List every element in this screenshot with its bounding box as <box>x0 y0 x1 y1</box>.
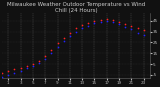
Point <box>87 25 90 27</box>
Point <box>142 34 145 35</box>
Point <box>75 28 77 29</box>
Point <box>118 23 120 25</box>
Point <box>99 19 102 20</box>
Point <box>50 49 53 51</box>
Point <box>105 20 108 21</box>
Point <box>25 66 28 67</box>
Point <box>124 23 127 25</box>
Point <box>93 20 96 21</box>
Point <box>68 35 71 37</box>
Point <box>105 18 108 19</box>
Point <box>118 21 120 23</box>
Point <box>81 28 83 29</box>
Point <box>19 70 22 71</box>
Point <box>32 63 34 65</box>
Point <box>7 74 10 76</box>
Point <box>50 53 53 54</box>
Point <box>130 25 133 27</box>
Point <box>56 46 59 47</box>
Point <box>93 22 96 24</box>
Point <box>13 69 16 70</box>
Point <box>124 27 127 28</box>
Point <box>136 28 139 29</box>
Point <box>62 41 65 42</box>
Point <box>62 37 65 39</box>
Point <box>38 60 40 62</box>
Point <box>130 29 133 30</box>
Title: Milwaukee Weather Outdoor Temperature vs Wind Chill (24 Hours): Milwaukee Weather Outdoor Temperature vs… <box>7 2 145 13</box>
Point <box>142 30 145 31</box>
Point <box>19 68 22 69</box>
Point <box>99 21 102 23</box>
Point <box>13 72 16 73</box>
Point <box>112 21 114 23</box>
Point <box>7 70 10 71</box>
Point <box>68 32 71 33</box>
Point <box>56 43 59 44</box>
Point <box>44 56 46 57</box>
Point <box>75 31 77 32</box>
Point <box>112 19 114 20</box>
Point <box>1 76 3 78</box>
Point <box>136 32 139 33</box>
Point <box>25 68 28 69</box>
Point <box>44 58 46 59</box>
Point <box>1 72 3 73</box>
Point <box>87 22 90 24</box>
Point <box>38 62 40 64</box>
Point <box>81 24 83 26</box>
Point <box>32 66 34 67</box>
